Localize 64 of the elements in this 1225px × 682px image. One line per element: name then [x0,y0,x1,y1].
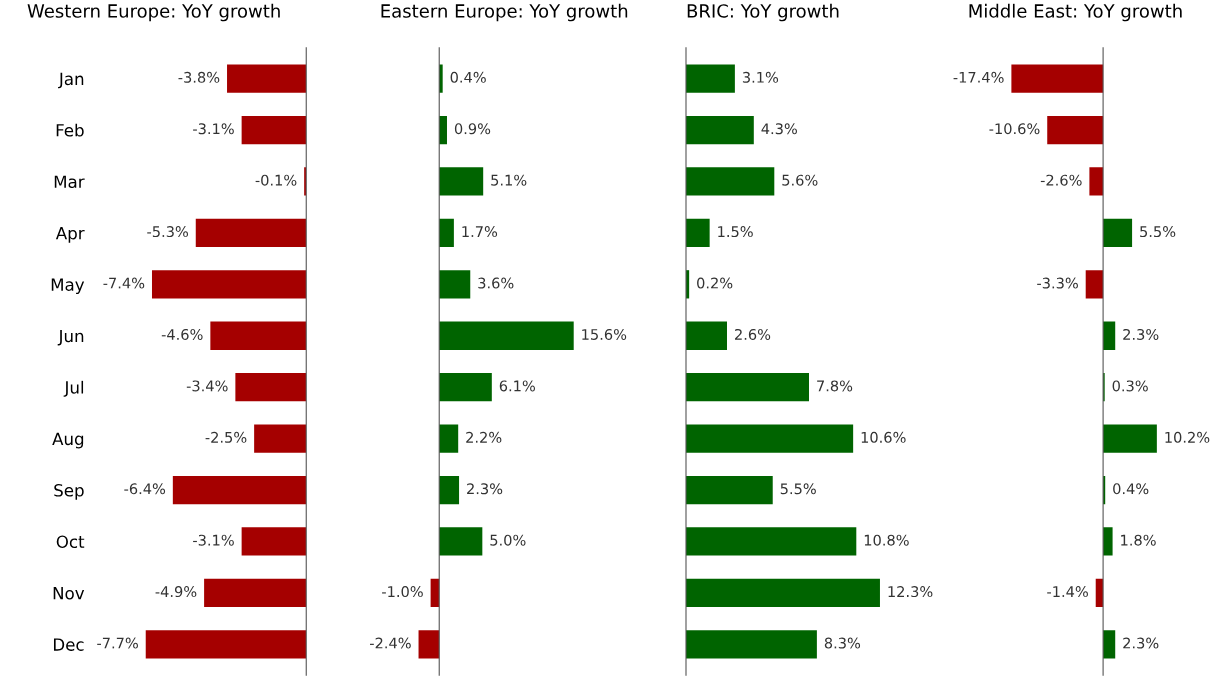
y-tick-label: Jul [63,380,84,397]
data-label: -3.3% [1037,277,1078,289]
data-label: -6.4% [124,483,166,495]
data-label: -3.1% [193,534,234,546]
data-label: 5.0% [490,534,526,546]
y-tick-label: Oct [56,535,85,549]
y-tick-label: Sep [54,484,84,500]
y-tick-label: Dec [53,638,84,651]
data-label: -4.6% [161,328,203,340]
data-label: 15.6% [582,328,627,340]
y-tick-label: Aug [52,432,84,449]
data-label: 2.2% [466,431,502,443]
data-label: 4.3% [761,123,797,135]
y-tick-label: Jun [57,329,84,346]
data-label: -1.4% [1047,586,1088,598]
data-label: 6.1% [499,380,535,392]
data-label: 0.3% [1112,380,1148,392]
data-label: 2.3% [1123,637,1159,649]
data-label: -4.9% [155,586,197,598]
y-tick-label: Feb [56,123,84,137]
data-label: 2.3% [467,483,503,495]
y-tick-label: Mar [54,175,85,189]
data-label: 0.4% [450,71,486,83]
data-label: 8.3% [824,637,861,649]
data-label: 10.2% [1165,431,1210,443]
data-label: 5.5% [780,483,816,495]
data-label: -1.0% [382,586,423,598]
y-tick-label: May [51,278,85,295]
data-label: -17.4% [953,71,1004,83]
data-label: 3.6% [478,277,514,289]
data-label: 5.6% [782,174,818,186]
data-label: 0.2% [697,277,733,289]
data-label: -3.8% [178,71,220,83]
chart-title: Western Europe: YoY growth [27,3,280,22]
data-label: 10.8% [864,534,909,546]
y-tick-label: Nov [53,587,85,600]
data-label: -7.4% [103,277,145,289]
data-label: -10.6% [989,123,1040,135]
data-label: -2.5% [205,431,247,443]
data-label: 1.5% [718,226,753,238]
chart-title: BRIC: YoY growth [687,3,839,22]
data-label: -7.7% [97,637,138,649]
data-label: 2.6% [735,328,771,340]
data-label: 7.8% [817,380,853,392]
chart-title: Middle East: YoY growth [969,3,1182,22]
data-label: -0.1% [255,174,297,186]
data-label: 2.3% [1123,328,1159,340]
data-label: 0.9% [454,123,491,135]
y-tick-label: Jan [58,72,84,89]
data-label: 0.4% [1113,483,1149,495]
chart-title: Eastern Europe: YoY growth [381,3,628,22]
data-label: 5.5% [1140,226,1176,238]
data-label: -5.3% [147,226,189,238]
data-label: -3.4% [186,380,228,392]
data-label: 1.7% [462,226,498,238]
data-label: 5.1% [491,174,527,186]
data-label: 1.8% [1121,534,1156,546]
data-label: 12.3% [888,586,933,598]
data-label: 10.6% [861,431,906,443]
y-tick-label: Apr [55,227,85,243]
data-label: -3.1% [193,123,234,135]
data-label: 3.1% [742,71,779,83]
data-label: -2.6% [1040,174,1082,186]
data-label: -2.4% [370,637,411,649]
